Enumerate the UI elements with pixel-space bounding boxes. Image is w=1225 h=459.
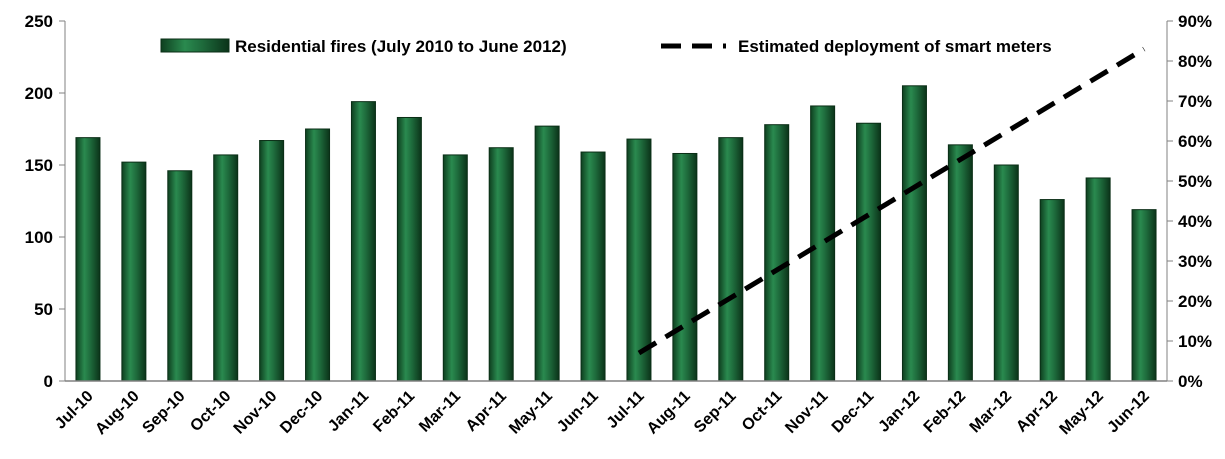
x-tick-label: Oct-10 xyxy=(187,388,234,435)
left-axis-tick-label: 200 xyxy=(25,84,53,103)
right-axis-tick-label: 0% xyxy=(1178,372,1203,391)
bar-Nov-11 xyxy=(810,105,836,382)
bar-Aug-11 xyxy=(672,152,698,382)
left-axis-tick-label: 100 xyxy=(25,228,53,247)
x-tick-label: Jun-12 xyxy=(1104,388,1153,437)
bar-Mar-12 xyxy=(993,164,1019,382)
right-axis-tick-label: 30% xyxy=(1178,252,1212,271)
right-axis-tick-label: 80% xyxy=(1178,52,1212,71)
x-tick-label: Feb-11 xyxy=(370,388,418,436)
x-tick-label: May-12 xyxy=(1057,388,1107,438)
bar-Jul-10 xyxy=(75,137,101,382)
x-tick-label: Feb-12 xyxy=(921,388,970,437)
left-axis-tick-label: 0 xyxy=(44,372,53,391)
left-axis-tick-label: 250 xyxy=(25,12,53,31)
right-axis-tick-label: 70% xyxy=(1178,92,1212,111)
bar-Dec-11 xyxy=(856,122,882,382)
x-tick-label: Jul-11 xyxy=(604,388,648,432)
right-axis-tick-label: 60% xyxy=(1178,132,1212,151)
bar-Jan-12 xyxy=(901,85,927,382)
x-tick-label: Dec-10 xyxy=(277,388,326,437)
bar-May-11 xyxy=(534,125,560,382)
bar-Jul-11 xyxy=(626,138,652,382)
right-axis-tick-label: 50% xyxy=(1178,172,1212,191)
x-tick-label: Sep-11 xyxy=(691,388,740,437)
x-tick-label: Jan-12 xyxy=(875,388,923,436)
bar-Nov-10 xyxy=(259,140,285,382)
legend-swatch-residential-fires xyxy=(160,38,230,53)
bar-Feb-11 xyxy=(396,116,422,382)
right-axis-tick-label: 10% xyxy=(1178,332,1212,351)
x-tick-label: Apr-12 xyxy=(1013,388,1061,436)
x-tick-label: Aug-10 xyxy=(92,388,142,438)
bar-Jan-11 xyxy=(350,101,376,382)
bar-Dec-10 xyxy=(305,128,331,382)
right-axis-tick-label: 20% xyxy=(1178,292,1212,311)
bar-Sep-10 xyxy=(167,170,193,382)
legend-label-residential-fires: Residential fires (July 2010 to June 201… xyxy=(235,37,567,56)
bar-Sep-11 xyxy=(718,137,744,382)
left-axis-tick-label: 50 xyxy=(34,300,53,319)
x-tick-label: Mar-12 xyxy=(967,388,1016,437)
right-axis-tick-label: 90% xyxy=(1178,12,1212,31)
x-tick-label: Jun-11 xyxy=(554,388,602,436)
x-tick-label: May-11 xyxy=(506,388,556,438)
x-tick-label: Nov-10 xyxy=(231,388,281,438)
x-tick-label: Jul-10 xyxy=(52,388,97,433)
bar-Jun-12 xyxy=(1131,209,1157,382)
x-tick-label: Dec-11 xyxy=(829,388,878,437)
x-tick-label: Apr-11 xyxy=(463,388,510,435)
x-tick-label: Aug-11 xyxy=(644,388,694,438)
bar-Apr-11 xyxy=(488,147,514,382)
bar-May-12 xyxy=(1085,177,1111,382)
bar-Jun-11 xyxy=(580,151,606,382)
x-tick-label: Nov-11 xyxy=(782,388,831,437)
bar-Feb-12 xyxy=(947,144,973,382)
legend-label-smart-meters: Estimated deployment of smart meters xyxy=(738,37,1052,56)
bar-Mar-11 xyxy=(442,154,468,382)
x-tick-label: Jan-11 xyxy=(325,388,372,435)
bar-Apr-12 xyxy=(1039,199,1065,382)
smart-meter-deployment-line xyxy=(637,46,1146,356)
right-axis-tick-label: 40% xyxy=(1178,212,1212,231)
x-tick-label: Mar-11 xyxy=(416,388,464,436)
x-tick-label: Sep-10 xyxy=(139,388,188,437)
x-tick-label: Oct-11 xyxy=(739,388,786,435)
left-axis-tick-label: 150 xyxy=(25,156,53,175)
bar-Aug-10 xyxy=(121,161,147,382)
bar-Oct-11 xyxy=(764,124,790,382)
bar-Oct-10 xyxy=(213,154,239,382)
